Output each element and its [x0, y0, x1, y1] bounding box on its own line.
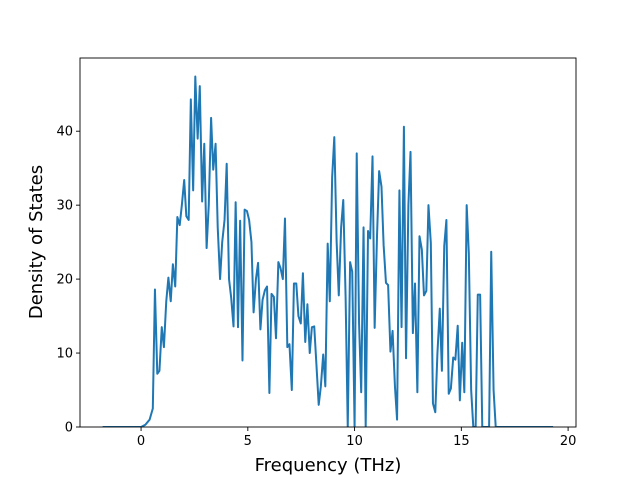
y-tick-label: 10 [56, 347, 73, 362]
x-tick-label: 20 [560, 434, 577, 449]
y-tick-label: 40 [56, 125, 73, 140]
x-tick-label: 0 [137, 434, 145, 449]
y-tick-label: 30 [56, 199, 73, 214]
plot-frame [79, 57, 577, 428]
x-tick-label: 15 [453, 434, 470, 449]
x-tick-label: 5 [244, 434, 252, 449]
y-tick-label: 20 [56, 273, 73, 288]
line [102, 75, 554, 427]
y-tick-label: 0 [65, 421, 73, 436]
y-axis-label: Density of States [26, 165, 47, 319]
x-axis-label: Frequency (THz) [255, 455, 402, 476]
x-tick-label: 10 [346, 434, 363, 449]
